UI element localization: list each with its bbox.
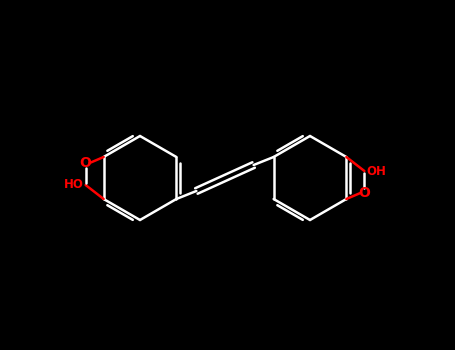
Text: OH: OH bbox=[366, 166, 386, 178]
Text: O: O bbox=[359, 186, 370, 200]
Text: HO: HO bbox=[64, 177, 84, 190]
Text: O: O bbox=[80, 156, 91, 170]
